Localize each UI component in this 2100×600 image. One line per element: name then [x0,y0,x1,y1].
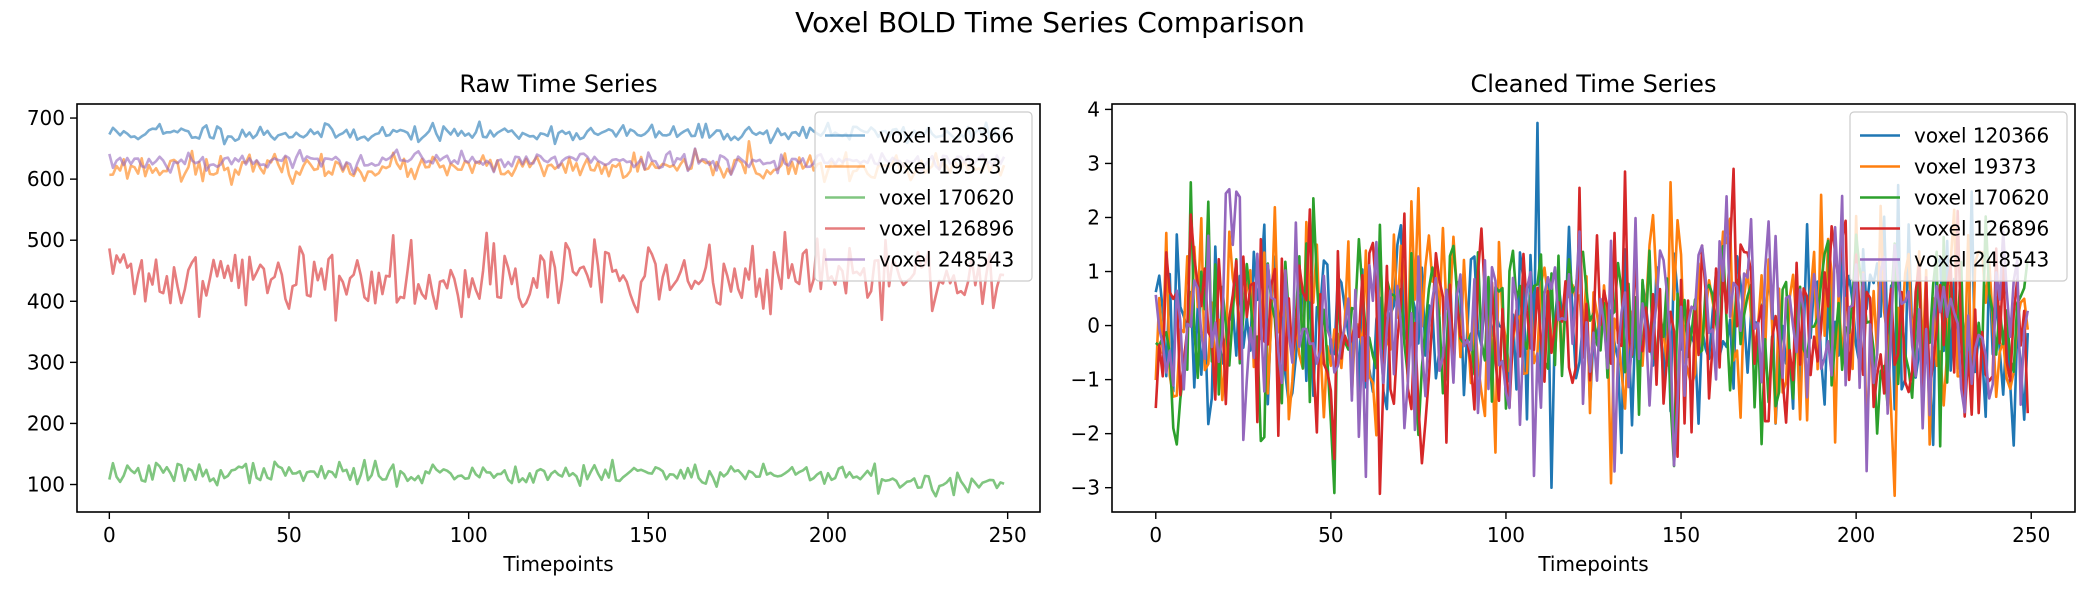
panel-title: Cleaned Time Series [1471,70,1717,98]
y-tick-label: 0 [1087,314,1100,338]
y-tick-label: −3 [1071,476,1100,500]
legend-entry: voxel 19373 [1914,155,2037,179]
figure-suptitle: Voxel BOLD Time Series Comparison [795,6,1305,39]
x-axis-label: Timepoints [1537,552,1648,576]
x-tick-label: 200 [1837,523,1875,547]
series-line-voxel-170620 [108,458,1005,498]
y-tick-label: 600 [27,167,65,191]
x-tick-label: 100 [450,523,488,547]
x-tick-label: 150 [1662,523,1700,547]
legend-entry: voxel 126896 [879,217,1014,241]
legend-entry: voxel 19373 [879,155,1002,179]
y-tick-label: −2 [1071,422,1100,446]
x-axis-label: Timepoints [502,552,613,576]
legend-entry: voxel 170620 [879,186,1014,210]
legend-box [1849,111,2068,282]
legend-entry: voxel 126896 [1914,217,2049,241]
legend-entry: voxel 120366 [1914,124,2049,148]
raw-time-series-panel: Raw Time Series 0 50 100 150 200 250 100 200 300 4… [27,70,1041,576]
x-tick-label: 0 [1149,523,1162,547]
x-tick-label: 250 [989,523,1027,547]
y-tick-label: 2 [1087,205,1100,229]
y-tick-label: 200 [27,411,65,435]
x-tick-label: 150 [629,523,667,547]
legend-entry: voxel 248543 [1914,248,2049,272]
y-tick-label: −1 [1071,368,1100,392]
y-tick-label: 4 [1087,97,1100,121]
y-tick-label: 3 [1087,151,1100,175]
legend-entry: voxel 170620 [1914,186,2049,210]
y-tick-label: 100 [27,473,65,497]
x-tick-label: 100 [1487,523,1525,547]
x-tick-label: 250 [2012,523,2050,547]
legend: voxel 120366 voxel 19373 voxel 170620 voxel… [1849,111,2068,282]
y-tick-label: 400 [27,289,65,313]
x-tick-label: 0 [103,523,116,547]
legend-box [814,111,1033,282]
legend-entry: voxel 248543 [879,248,1014,272]
axes-frame [76,103,1041,513]
x-tick-label: 200 [809,523,847,547]
x-tick-label: 50 [276,523,301,547]
y-tick-label: 500 [27,228,65,252]
legend: voxel 120366 voxel 19373 voxel 170620 voxel… [814,111,1033,282]
y-tick-label: 700 [27,106,65,130]
cleaned-time-series-panel: Cleaned Time Series 0 50 100 150 200 250 −3 −2 −1… [1071,70,2076,576]
axes-frame [1111,103,2076,513]
y-tick-label: 300 [27,350,65,374]
x-tick-label: 50 [1318,523,1343,547]
panel-title: Raw Time Series [459,70,657,98]
y-tick-label: 1 [1087,260,1100,284]
legend-entry: voxel 120366 [879,124,1014,148]
